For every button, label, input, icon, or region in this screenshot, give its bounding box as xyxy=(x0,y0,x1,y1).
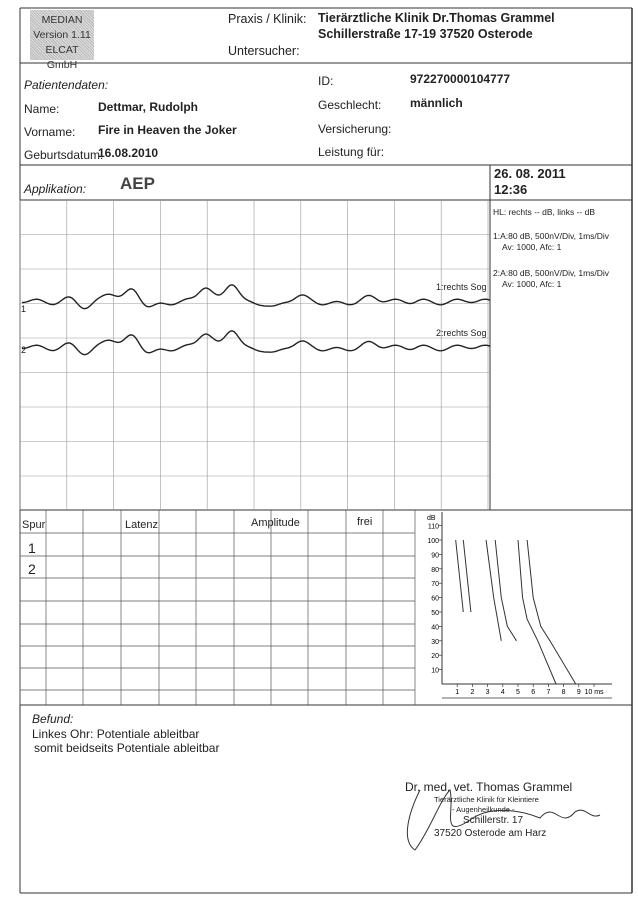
stamp-line1: Tierärztliche Klinik für Kleintiere xyxy=(434,795,539,804)
application-value: AEP xyxy=(120,174,155,193)
befund-line2: somit beidseits Potentiale ableitbar xyxy=(34,741,220,755)
vorname-value: Fire in Heaven the Joker xyxy=(98,123,237,137)
x-tick-label: 1 xyxy=(455,689,459,696)
trace2-setting: 2:A:80 dB, 500nV/Div, 1ms/Div xyxy=(493,268,610,278)
trace2-average: Av: 1000, Afc: 1 xyxy=(502,279,562,289)
name-label: Name: xyxy=(24,102,60,116)
leistung-label: Leistung für: xyxy=(318,145,385,159)
y-tick-label: 30 xyxy=(431,639,439,646)
latency-line-4 xyxy=(494,539,517,642)
col-amplitude: Amplitude xyxy=(251,517,300,529)
x-tick-label: 8 xyxy=(562,689,566,696)
latency-line-2 xyxy=(462,539,472,613)
row-1-spur: 1 xyxy=(28,540,36,556)
x-tick-label: 9 xyxy=(577,689,581,696)
y-axis-label: dB xyxy=(427,515,436,522)
name-value: Dettmar, Rudolph xyxy=(98,100,199,114)
y-tick-label: 70 xyxy=(431,581,439,588)
trace1-average: Av: 1000, Afc: 1 xyxy=(502,242,562,252)
stamp-line4: 37520 Osterode am Harz xyxy=(434,828,547,839)
signature-name: Dr. med. vet. Thomas Grammel xyxy=(405,780,573,794)
geschlecht-value: männlich xyxy=(410,96,463,110)
trace-1-waveform xyxy=(21,284,491,310)
latency-line-5 xyxy=(517,539,557,685)
stamp-line3: Schillerstr. 17 xyxy=(463,815,524,826)
vorname-label: Vorname: xyxy=(24,125,76,139)
median-logo: MEDIAN Version 1.11 ELCAT GmbH xyxy=(30,10,94,71)
untersucher-label: Untersucher: xyxy=(228,44,300,58)
latency-line-3 xyxy=(485,539,502,641)
id-value: 972270000104777 xyxy=(410,72,511,86)
befund-label: Befund: xyxy=(32,712,74,726)
praxis-name: Tierärztliche Klinik Dr.Thomas Grammel xyxy=(318,11,555,25)
geburt-value: 16.08.2010 xyxy=(98,146,159,160)
x-tick-label: 7 xyxy=(546,689,550,696)
geschlecht-label: Geschlecht: xyxy=(318,98,382,112)
latency-line-1 xyxy=(455,539,464,613)
exam-date: 26. 08. 2011 xyxy=(494,166,566,181)
y-tick-label: 60 xyxy=(431,596,439,603)
praxis-label: Praxis / Klinik: xyxy=(228,12,307,26)
y-tick-label: 80 xyxy=(431,567,439,574)
col-frei: frei xyxy=(357,516,373,528)
y-tick-label: 90 xyxy=(431,552,439,559)
trace2-label: 2:rechts Sog xyxy=(436,328,487,338)
trace1-label: 1:rechts Sog xyxy=(436,282,487,292)
x-tick-label: 6 xyxy=(531,689,535,696)
x-tick-label: 2 xyxy=(470,689,474,696)
x-tick-label: 3 xyxy=(486,689,490,696)
y-tick-label: 110 xyxy=(428,524,439,531)
col-spur: Spur xyxy=(22,519,46,531)
y-tick-label: 50 xyxy=(431,610,439,617)
x-tick-label: 4 xyxy=(501,689,505,696)
row-2-spur: 2 xyxy=(28,561,36,577)
geburt-label: Geburtsdatum: xyxy=(24,148,104,162)
x-tick-label: 5 xyxy=(516,689,520,696)
trace2-number: 2 xyxy=(21,345,27,355)
y-tick-label: 20 xyxy=(431,653,439,660)
y-tick-label: 40 xyxy=(431,624,439,631)
patient-section-label: Patientendaten: xyxy=(24,78,109,92)
stamp-line2: - Augenheilkunde - xyxy=(452,805,515,814)
y-tick-label: 10 xyxy=(431,668,439,675)
befund-line1: Linkes Ohr: Potentiale ableitbar xyxy=(32,727,200,741)
trace1-number: 1 xyxy=(21,304,27,314)
col-latenz: Latenz xyxy=(125,519,159,531)
exam-time: 12:36 xyxy=(494,182,528,197)
latency-line-6 xyxy=(526,539,577,685)
id-label: ID: xyxy=(318,74,334,88)
versicherung-label: Versicherung: xyxy=(318,122,392,136)
x-tick-label: 10 ms xyxy=(584,689,604,696)
trace-2-waveform xyxy=(21,330,491,356)
praxis-address: Schillerstraße 17-19 37520 Osterode xyxy=(318,27,533,41)
y-tick-label: 100 xyxy=(427,538,439,545)
hl-setting: HL: rechts -- dB, links -- dB xyxy=(493,207,596,217)
trace1-setting: 1:A:80 dB, 500nV/Div, 1ms/Div xyxy=(493,231,610,241)
application-label: Applikation: xyxy=(24,182,87,196)
